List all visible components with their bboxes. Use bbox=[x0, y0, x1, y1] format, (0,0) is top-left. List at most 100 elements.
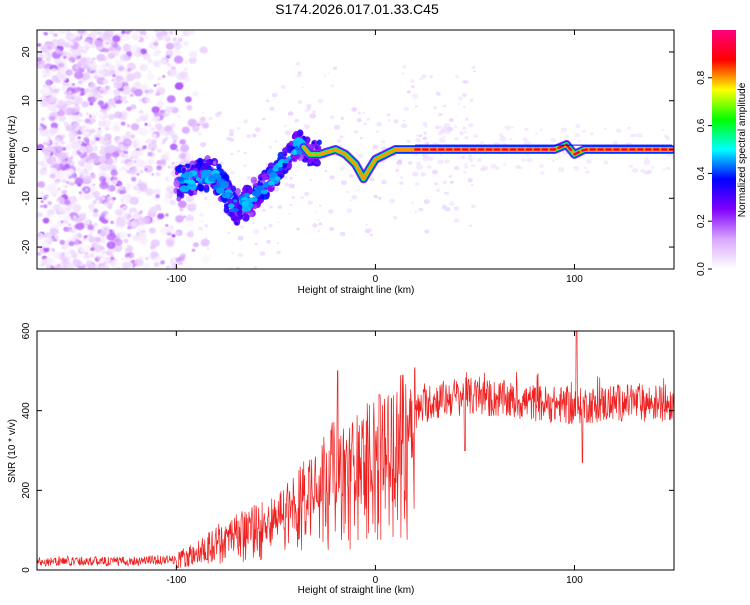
spectrogram-noise-cell bbox=[120, 136, 124, 140]
spectrogram-noise-cell bbox=[332, 66, 338, 71]
spectrogram-noise-cell bbox=[147, 59, 153, 64]
spectrogram-noise-cell bbox=[153, 30, 160, 33]
spectrogram-noise-cell bbox=[612, 140, 618, 146]
spectrogram-noise-cell bbox=[72, 152, 76, 156]
spectrogram-noise-cell bbox=[479, 141, 484, 145]
spectrogram-noise-cell bbox=[65, 69, 73, 76]
spectrogram-noise-cell bbox=[41, 87, 52, 96]
snr-x-ticks: -100 0 100 bbox=[166, 331, 583, 586]
spectrogram-noise-cell bbox=[184, 220, 193, 228]
spectrogram-noise-cell bbox=[183, 59, 189, 65]
spectrogram-noise-cell bbox=[159, 132, 164, 136]
colorbar-tick-label: 0.6 bbox=[696, 118, 707, 132]
spectrogram-noise-cell bbox=[455, 75, 459, 79]
spectrogram-noise-cell bbox=[142, 216, 151, 225]
spectrogram-noise-cell bbox=[127, 40, 133, 45]
spectrogram-noise-cell bbox=[419, 77, 424, 81]
spectrogram-noise-cell bbox=[96, 111, 105, 118]
spectrogram-noise-cell bbox=[518, 166, 523, 170]
spectrogram-noise-cell bbox=[464, 162, 468, 166]
spectrogram-noise-cell bbox=[287, 111, 294, 116]
spectrogram-noise-cell bbox=[40, 117, 46, 122]
spectrogram-noise-cell bbox=[167, 175, 175, 182]
spectrogram-noise-cell bbox=[274, 140, 278, 143]
spectrogram-noise-cell bbox=[113, 50, 119, 55]
spectrogram-noise-cell bbox=[159, 142, 163, 146]
spectrogram-noise-cell bbox=[172, 139, 177, 144]
spectrogram-noise-cell bbox=[63, 56, 67, 59]
spectrogram-noise-cell bbox=[424, 125, 428, 128]
spectrogram-noise-cell bbox=[106, 158, 114, 165]
spectrogram-noise-cell bbox=[615, 128, 622, 133]
spectrogram-noise-cell bbox=[199, 212, 204, 217]
spectrogram-noise-cell bbox=[526, 157, 533, 163]
spectrogram-noise-cell bbox=[140, 84, 149, 92]
spectrogram-noise-cell bbox=[137, 232, 148, 241]
spectrogram-noise-cell bbox=[446, 192, 450, 195]
spectrogram-noise-cell bbox=[399, 181, 404, 185]
spectrogram-ridge-cell bbox=[216, 178, 224, 184]
spectrogram-noise-cell bbox=[90, 111, 97, 118]
spectrogram-noise-cell bbox=[414, 210, 418, 213]
spectrogram-noise-cell bbox=[64, 231, 74, 240]
spectrogram-noise-cell bbox=[146, 262, 150, 266]
spectrogram-noise-cell bbox=[66, 190, 75, 198]
colorbar-gradient bbox=[712, 30, 736, 269]
spectrogram-noise-cell bbox=[119, 231, 128, 239]
spectrogram-noise-cell bbox=[177, 37, 183, 42]
spectrogram-noise-cell bbox=[106, 194, 110, 197]
x-tick-label: 100 bbox=[566, 575, 583, 586]
spectrogram-noise-cell bbox=[153, 84, 157, 87]
spectrogram-noise-cell bbox=[424, 229, 430, 234]
spectrogram-noise-cell bbox=[402, 119, 406, 122]
spectrogram-noise-cell bbox=[273, 186, 280, 192]
spectrogram-noise-cell bbox=[415, 134, 419, 137]
spectrogram-noise-cell bbox=[52, 161, 56, 165]
spectrogram-noise-cell bbox=[84, 194, 92, 200]
spectrogram-noise-cell bbox=[304, 108, 310, 113]
spectrogram-noise-cell bbox=[467, 123, 474, 128]
spectrogram-noise-cell bbox=[39, 205, 43, 208]
spectrogram-noise-cell bbox=[118, 65, 125, 72]
spectrogram-ridge-cell bbox=[212, 173, 220, 178]
spectrogram-noise-cell bbox=[118, 150, 124, 156]
spectrogram-noise-cell bbox=[261, 208, 266, 212]
spectrogram-noise-cell bbox=[189, 202, 197, 208]
spectrogram-noise-cell bbox=[146, 73, 155, 81]
spectrogram-noise-cell bbox=[186, 105, 193, 111]
spectrogram-noise-cell bbox=[86, 144, 93, 150]
spectrogram-noise-cell bbox=[254, 266, 257, 269]
spectrogram-noise-cell bbox=[55, 145, 64, 153]
spectrogram-noise-cell bbox=[137, 190, 142, 194]
spectrogram-noise-cell bbox=[168, 68, 177, 77]
spectrogram-noise-cell bbox=[414, 105, 418, 108]
spectrogram-noise-cell bbox=[107, 98, 116, 106]
spectrogram-ridge-cell bbox=[230, 185, 237, 192]
spectrogram-noise-cell bbox=[300, 196, 305, 199]
spectrogram-noise-cell bbox=[535, 132, 539, 135]
spectrogram-noise-cell bbox=[133, 88, 143, 97]
spectrogram-noise-cell bbox=[74, 83, 79, 88]
spectrogram-noise-cell bbox=[133, 81, 142, 89]
spectrogram-noise-cell bbox=[550, 138, 557, 143]
spectrogram-noise-cell bbox=[148, 259, 156, 267]
spectrogram-noise-cell bbox=[74, 65, 79, 69]
spectrogram-ridge-cell bbox=[173, 179, 181, 188]
spectrogram-noise-cell bbox=[477, 158, 483, 163]
spectrogram-noise-cell bbox=[429, 75, 434, 79]
spectrogram-ridge-cell bbox=[222, 173, 230, 182]
spectrogram-noise-cell bbox=[628, 164, 634, 168]
spectrogram-noise-cell bbox=[387, 119, 390, 122]
spectrogram-noise-cell bbox=[158, 57, 168, 66]
spectrogram-noise-cell bbox=[112, 221, 115, 225]
spectrogram-ridge-cell bbox=[246, 187, 254, 195]
spectrogram-noise-cell bbox=[50, 168, 58, 175]
spectrogram-noise-cell bbox=[469, 98, 474, 103]
spectrogram-noise-cell bbox=[437, 131, 444, 136]
spectrogram-noise-cell bbox=[42, 204, 48, 209]
spectrogram-noise-cell bbox=[57, 38, 66, 47]
spectrogram-noise-cell bbox=[180, 144, 190, 153]
spectrogram-noise-cell bbox=[136, 173, 140, 176]
